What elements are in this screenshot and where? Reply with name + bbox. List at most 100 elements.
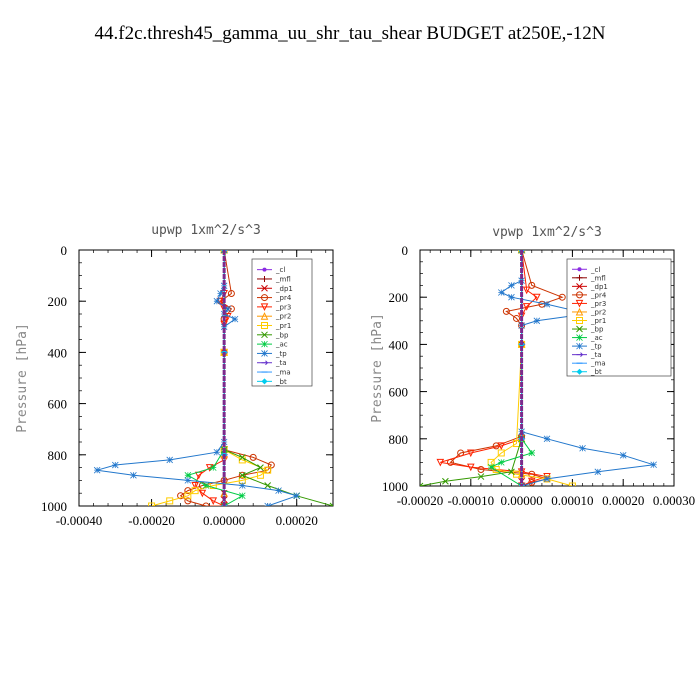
vpwp-data-point — [508, 293, 515, 301]
upwp-data-point — [256, 471, 264, 479]
vpwp-data-point — [568, 482, 576, 486]
vpwp-data-point — [579, 444, 586, 452]
vpwp-legend-marker — [575, 299, 584, 308]
vpwp-legend-label: _tp — [590, 343, 602, 351]
vpwp-legend: _cl_mfl_dp1_pr4_pr3_pr2_pr1_bp_ac_tp_ta_… — [566, 258, 672, 377]
vpwp-data-point — [497, 442, 506, 450]
upwp-legend-marker — [260, 303, 269, 312]
upwp-data-point — [184, 492, 192, 500]
upwp-data-point — [238, 454, 246, 461]
upwp-data-point — [213, 297, 221, 305]
upwp-data-point — [191, 487, 199, 495]
upwp-y-tick-label: 400 — [48, 345, 68, 360]
vpwp-data-point — [650, 461, 657, 469]
upwp-legend-label: _pr2 — [275, 313, 291, 321]
upwp-data-point — [130, 471, 137, 479]
upwp-data-point — [264, 482, 272, 489]
vpwp-legend-label: _mfl — [590, 274, 606, 282]
figure-title: 44.f2c.thresh45_gamma_uu_shr_tau_shear B… — [95, 23, 606, 44]
vpwp-legend-marker — [576, 291, 583, 299]
upwp-x-tick-label: 0.00020 — [276, 513, 318, 528]
upwp-y-tick-label: 200 — [48, 294, 68, 309]
vpwp-y-tick-label: 1000 — [382, 479, 408, 494]
upwp-data-point — [224, 305, 232, 313]
vpwp-legend-label: _pr2 — [590, 308, 606, 316]
vpwp-legend-label: _bt — [590, 368, 602, 376]
vpwp-y-tick-label: 600 — [389, 385, 409, 400]
vpwp-legend-marker — [576, 352, 584, 358]
upwp-data-point — [184, 471, 192, 479]
upwp-data-point — [227, 290, 235, 298]
upwp-legend-label: _pr1 — [275, 322, 291, 330]
vpwp-data-point — [466, 449, 475, 458]
upwp-legend-marker — [261, 350, 268, 357]
vpwp-series-group — [420, 250, 657, 486]
vpwp-x-tick-label: 0.00000 — [500, 493, 542, 508]
upwp-series-ac — [184, 250, 246, 506]
vpwp-data-point — [497, 459, 505, 466]
upwp-data-point — [202, 502, 210, 506]
vpwp-x-tick-label: 0.00020 — [602, 493, 644, 508]
vpwp-data-point — [522, 303, 531, 311]
vpwp-data-point — [508, 282, 515, 289]
upwp-data-point — [217, 290, 224, 297]
upwp-data-point — [238, 471, 246, 479]
vpwp-data-point — [497, 449, 505, 457]
vpwp-legend-label: _bp — [590, 326, 604, 334]
vpwp-data-point — [522, 286, 531, 295]
vpwp-data-point — [420, 482, 424, 486]
upwp-legend-label: _pr3 — [275, 303, 291, 311]
vpwp-x-tick-label: 0.00030 — [653, 493, 695, 508]
upwp-legend-marker — [261, 340, 268, 348]
upwp-legend-marker — [261, 331, 268, 339]
upwp-data-point — [184, 477, 192, 484]
upwp-data-point — [213, 448, 221, 456]
upwp-data-point — [184, 487, 192, 495]
vpwp-data-point — [543, 435, 551, 443]
upwp-legend-marker — [261, 284, 268, 292]
upwp-legend-label: _tp — [275, 350, 287, 358]
upwp-data-point — [293, 492, 300, 500]
upwp-data-point — [112, 461, 119, 469]
vpwp-data-point — [508, 468, 515, 476]
upwp-data-point — [264, 502, 271, 506]
upwp-legend-label: _bt — [275, 378, 287, 386]
vpwp-legend-marker — [576, 282, 583, 290]
upwp-legend-label: _ta — [275, 359, 287, 367]
vpwp-data-point — [533, 317, 541, 325]
vpwp-data-point — [619, 452, 627, 459]
vpwp-data-point — [594, 468, 602, 476]
upwp-legend: _cl_mfl _dp1_pr4_pr3 _pr2_pr1_bp _ac_tp_ta _… — [251, 258, 313, 387]
upwp-data-point — [202, 482, 210, 489]
vpwp-series-pr4 — [446, 250, 566, 486]
vpwp-x-tick-label: 0.00010 — [551, 493, 593, 508]
vpwp-panel: vpwp 1xm^2/s^3 Pressure [hPa] -0.00020 -0… — [370, 225, 695, 508]
vpwp-data-point — [502, 307, 510, 315]
upwp-data-point — [239, 492, 246, 500]
upwp-legend-marker — [262, 267, 267, 272]
vpwp-legend-label: _pr3 — [590, 300, 606, 308]
upwp-legend-label: _pr4 — [275, 294, 292, 302]
upwp-legend-label: _ac — [275, 341, 288, 349]
vpwp-series-pr3 — [436, 250, 551, 486]
upwp-y-axis-label: Pressure [hPa] — [15, 323, 30, 433]
upwp-data-point — [221, 503, 228, 506]
vpwp-legend-label: _ta — [590, 351, 602, 359]
upwp-data-point — [221, 250, 228, 253]
upwp-title: upwp 1xm^2/s^3 — [151, 223, 261, 238]
upwp-data-point — [329, 502, 333, 506]
vpwp-data-point — [477, 473, 485, 480]
upwp-y-tick-label: 0 — [61, 243, 68, 258]
vpwp-data-point — [543, 475, 551, 483]
vpwp-legend-marker — [576, 368, 583, 375]
upwp-legend-marker — [260, 312, 269, 320]
upwp-legend-marker — [261, 360, 269, 366]
vpwp-data-point — [527, 477, 536, 486]
upwp-data-point — [239, 482, 246, 489]
upwp-data-point — [209, 464, 217, 471]
vpwp-legend-marker — [576, 317, 583, 324]
vpwp-legend-label: _ma — [590, 360, 606, 368]
vpwp-legend-marker — [575, 307, 584, 316]
vpwp-x-tick-label: -0.00020 — [397, 493, 444, 508]
vpwp-legend-marker — [577, 267, 582, 272]
